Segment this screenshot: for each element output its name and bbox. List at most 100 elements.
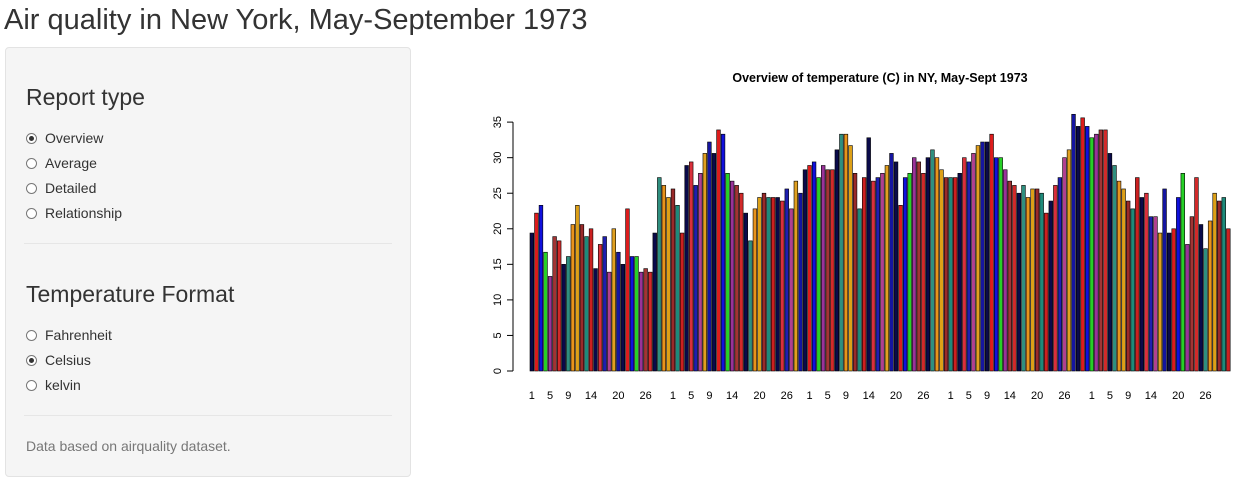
temperature-bar xyxy=(993,157,999,372)
temperature-bar xyxy=(875,177,880,372)
radio-button-icon[interactable] xyxy=(26,329,37,341)
temperature-bar xyxy=(816,177,821,372)
x-tick-label: 9 xyxy=(565,390,571,402)
radio-label: Overview xyxy=(45,130,104,146)
app-title: Air quality in New York, May-September 1… xyxy=(4,4,588,36)
temperature-bar xyxy=(643,268,648,372)
temperature-bar xyxy=(579,224,585,372)
temperature-bar xyxy=(625,208,630,372)
temperature-bar xyxy=(707,141,712,372)
temperature-bar xyxy=(1062,157,1067,372)
temperature-bar xyxy=(698,173,703,372)
temperature-bar xyxy=(743,212,748,372)
x-tick-label: 9 xyxy=(843,390,849,402)
x-tick-label: 20 xyxy=(1031,390,1043,402)
temperature-bar xyxy=(1053,185,1058,372)
temperature-bar xyxy=(802,169,808,372)
temperature-bar xyxy=(893,161,899,372)
temperature-bar xyxy=(734,185,739,372)
temperature-bar xyxy=(1057,177,1063,372)
temperature-bar xyxy=(689,161,694,372)
x-tick-label: 1 xyxy=(529,390,535,402)
temperature-bar xyxy=(1180,173,1185,372)
temperature-bar xyxy=(629,256,635,372)
temperature-bar xyxy=(679,232,685,372)
temperature-bar xyxy=(657,177,662,372)
temperature-bar xyxy=(1044,212,1049,372)
temperature-bar xyxy=(1098,129,1104,372)
temperature-bar xyxy=(1071,113,1076,372)
temperature-bar xyxy=(584,236,589,372)
x-tick-label: 5 xyxy=(688,390,694,402)
x-tick-label: 14 xyxy=(726,390,738,402)
radio-option-relationship[interactable]: Relationship xyxy=(26,203,122,223)
temperature-bar xyxy=(1121,188,1126,372)
temperature-bar xyxy=(871,180,876,372)
y-tick-label: 20 xyxy=(492,223,504,235)
temperature-bar xyxy=(693,185,698,372)
temperature-bar xyxy=(793,180,799,372)
radio-button-icon[interactable] xyxy=(26,207,37,219)
temperature-bar xyxy=(989,133,994,372)
radio-option-overview[interactable]: Overview xyxy=(26,128,103,148)
temperature-bar xyxy=(821,165,826,372)
temperature-bar xyxy=(770,197,776,372)
x-tick-label: 5 xyxy=(966,390,972,402)
temperature-bar xyxy=(1126,200,1131,372)
temperature-bar xyxy=(930,149,935,372)
temperature-bar xyxy=(902,177,908,372)
temperature-bar xyxy=(529,232,535,372)
temperature-bar xyxy=(957,173,962,372)
temperature-bar xyxy=(1034,188,1040,372)
temperature-bar xyxy=(1012,185,1017,372)
temperature-bar xyxy=(716,129,721,372)
radio-option-detailed[interactable]: Detailed xyxy=(26,178,96,198)
x-tick-label: 1 xyxy=(806,390,812,402)
temperature-bar xyxy=(998,157,1003,372)
temperature-bar xyxy=(934,157,940,372)
temperature-bar xyxy=(1130,208,1135,372)
x-tick-label: 14 xyxy=(585,390,597,402)
radio-button-icon[interactable] xyxy=(26,379,37,391)
temperature-bar xyxy=(1135,177,1140,372)
temperature-bar xyxy=(980,141,985,372)
radio-option-fahrenheit[interactable]: Fahrenheit xyxy=(26,325,112,345)
temperature-bar xyxy=(547,276,553,372)
temperature-bar xyxy=(566,256,571,372)
x-axis-labels: 1 5 9 14 20 26 1 5 9 14 20 26 1 5 9 14 20 26 1 5 9 14 20 26 1 5 9 1… xyxy=(529,390,1212,402)
radio-label: Average xyxy=(45,155,97,171)
x-tick-label: 9 xyxy=(1125,390,1131,402)
temperature-bar xyxy=(652,232,657,372)
temperature-bar xyxy=(1203,248,1208,372)
x-tick-label: 20 xyxy=(612,390,624,402)
radio-button-icon[interactable] xyxy=(26,132,37,144)
radio-button-icon[interactable] xyxy=(26,182,37,194)
temperature-bar xyxy=(843,133,849,372)
temperature-bar xyxy=(916,161,921,372)
temperature-bar xyxy=(739,192,744,372)
temperature-bar xyxy=(684,165,689,372)
radio-button-icon[interactable] xyxy=(26,157,37,169)
temperature-bar xyxy=(570,224,576,372)
bar-series xyxy=(529,113,1231,372)
temperature-bar xyxy=(661,185,667,372)
radio-button-icon[interactable] xyxy=(26,354,37,366)
temperature-bar xyxy=(670,188,676,372)
temperature-bar xyxy=(616,251,621,372)
radio-option-kelvin[interactable]: kelvin xyxy=(26,375,81,395)
radio-option-celsius[interactable]: Celsius xyxy=(26,350,91,370)
temperature-bar xyxy=(752,208,758,372)
temperature-bar xyxy=(761,192,767,372)
radio-option-average[interactable]: Average xyxy=(26,153,97,173)
temperature-bar xyxy=(943,177,949,372)
temperature-bar xyxy=(611,228,616,372)
y-axis: 0 5 10 15 20 25 30 35 xyxy=(492,116,514,374)
temperature-bar xyxy=(775,197,780,372)
temperature-bar-chart: Overview of temperature (C) in NY, May-S… xyxy=(492,71,1231,402)
temperature-bar xyxy=(1221,197,1226,372)
temperature-bar xyxy=(1048,200,1053,372)
temperature-bar xyxy=(1030,188,1035,372)
temperature-bar xyxy=(789,208,794,372)
temperature-bar xyxy=(925,157,931,372)
temperature-bar xyxy=(1162,188,1167,372)
